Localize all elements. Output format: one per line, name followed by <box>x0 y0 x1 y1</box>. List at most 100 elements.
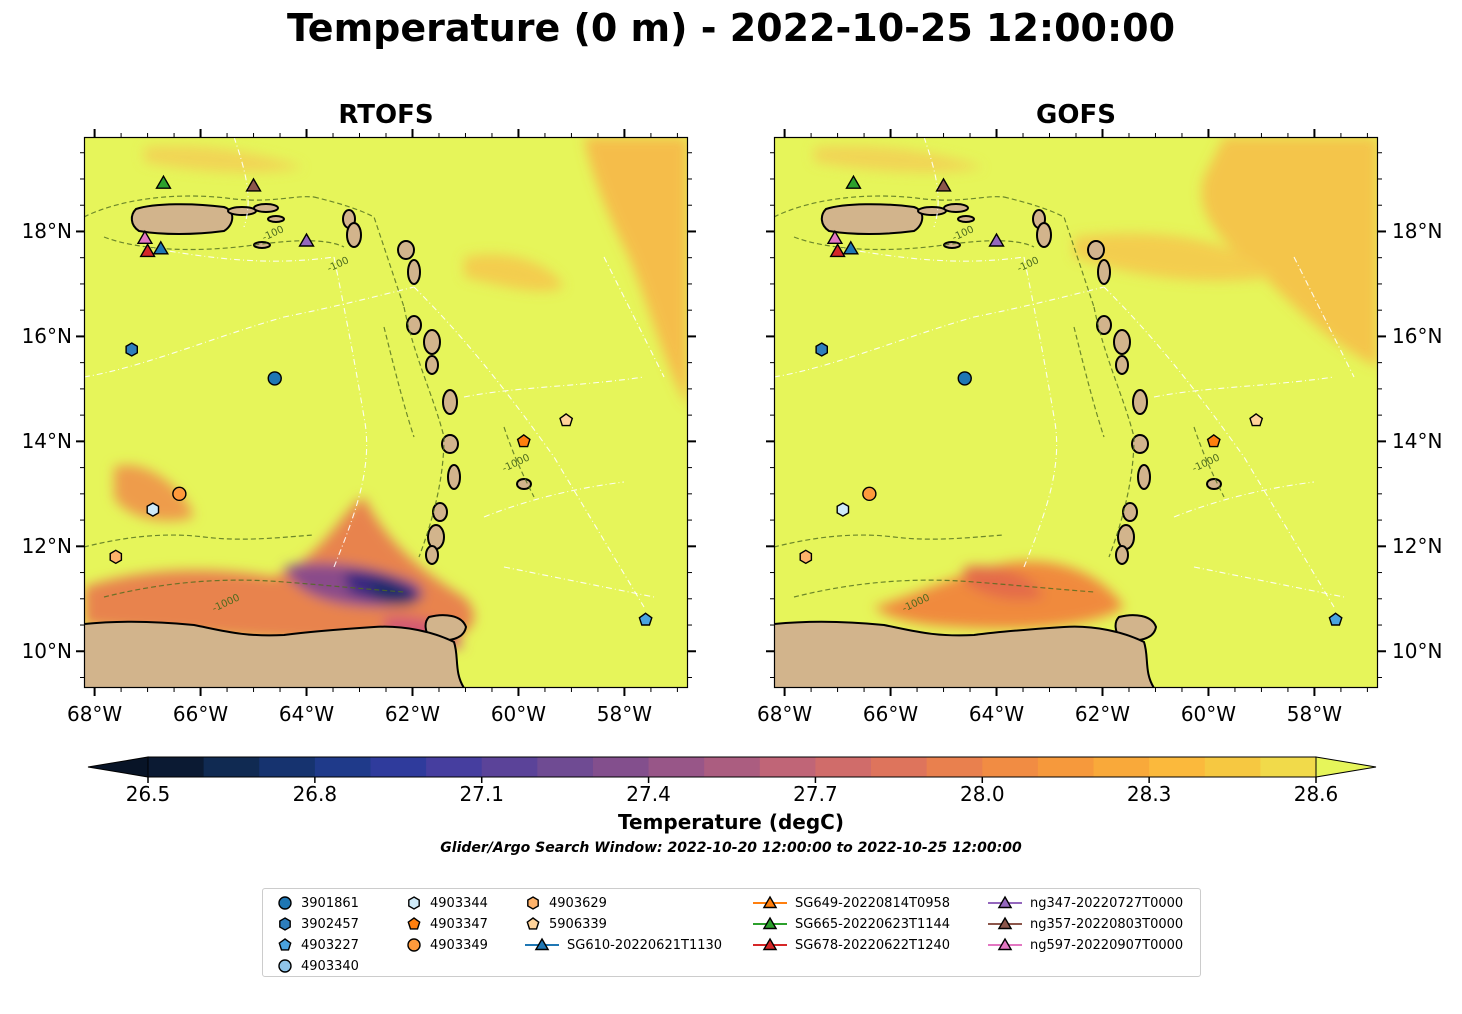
bathymetry-contour <box>383 326 415 438</box>
legend-label: ng357-20220803T0000 <box>1030 916 1184 932</box>
legend-symbol <box>997 895 1013 909</box>
marker-5906339 <box>1249 413 1264 427</box>
land-island <box>1115 355 1129 375</box>
marker-4903344 <box>836 502 850 517</box>
bathymetry-contour <box>774 195 1005 218</box>
land-island <box>423 329 441 355</box>
legend-marker-icon <box>753 916 787 930</box>
legend-label: ng597-20220907T0000 <box>1030 937 1184 953</box>
legend-item: 3901861 <box>277 893 359 913</box>
land-island <box>346 222 362 248</box>
land-island <box>516 478 532 490</box>
eez-boundary <box>833 246 1025 262</box>
land-island <box>441 434 459 454</box>
land-island <box>957 215 975 223</box>
legend-label: 4903340 <box>301 958 359 974</box>
colorbar-segment <box>1204 757 1261 777</box>
lat-tick-label-left: 16°N <box>21 324 72 349</box>
marker-SG665-20220623T1144 <box>155 174 172 189</box>
legend-symbol <box>762 895 778 909</box>
marker-SG610-20220621T1130 <box>152 240 170 255</box>
legend-symbol <box>997 916 1013 930</box>
colorbar-tick-label: 28.3 <box>1126 782 1172 806</box>
land-island <box>1206 478 1222 490</box>
marker-ng347-20220727T0000 <box>988 232 1005 247</box>
colorbar-segment <box>648 757 705 777</box>
legend-item: SG678-20220622T1240 <box>753 935 950 955</box>
colorbar-segment <box>203 757 260 777</box>
land-island <box>1087 240 1105 260</box>
legend-marker-icon <box>278 959 292 973</box>
legend-marker-icon <box>525 937 559 951</box>
marker-SG665-20220623T1144 <box>845 174 862 189</box>
bathymetry-contour <box>1073 326 1105 438</box>
legend-marker-icon <box>753 895 787 909</box>
colorbar-frame <box>147 756 1317 778</box>
map-panel-gofs: -100-100-1000-1000 <box>766 129 1386 696</box>
colorbar-segment <box>148 757 205 777</box>
land-island <box>227 206 257 216</box>
land-island <box>1122 502 1138 522</box>
colorbar-segment <box>592 757 650 777</box>
legend-marker-icon <box>278 938 292 951</box>
colorbar-segment <box>1260 757 1317 777</box>
lon-tick-label: 62°W <box>1074 702 1131 726</box>
lat-tick-label-right: 12°N <box>1392 534 1443 559</box>
marker-3902457 <box>815 342 828 357</box>
eez-boundary <box>413 286 645 608</box>
bathymetry-contour <box>103 236 345 251</box>
colorbar-tick-label: 27.7 <box>793 782 838 806</box>
legend-label: 5906339 <box>549 916 607 932</box>
colorbar-segment <box>871 757 928 777</box>
land-island <box>407 259 421 285</box>
legend-marker-icon <box>527 896 539 910</box>
land-island <box>943 203 969 213</box>
land-island <box>1096 315 1112 335</box>
marker-4903344 <box>146 502 160 517</box>
bathymetry-contour <box>793 579 1095 598</box>
eez-boundary <box>233 137 249 228</box>
panel-title-rtofs: RTOFS <box>338 100 434 130</box>
marker-4903347 <box>516 434 531 448</box>
colorbar-extend-high <box>1315 756 1377 778</box>
lat-tick-label-right: 16°N <box>1392 324 1443 349</box>
legend-symbol <box>278 959 292 973</box>
colorbar-segment <box>314 757 371 777</box>
land-island <box>442 389 458 415</box>
lat-tick-label-left: 18°N <box>21 219 72 244</box>
lon-tick-label: 64°W <box>968 702 1025 726</box>
colorbar-tick-label: 26.5 <box>125 782 171 806</box>
land-island <box>1131 434 1149 454</box>
legend-label: SG649-20220814T0958 <box>795 895 951 911</box>
legend-item: 4903349 <box>406 935 488 955</box>
legend-symbol <box>762 937 778 951</box>
marker-4903629 <box>109 549 123 565</box>
legend-marker-icon <box>753 937 787 951</box>
legend-label: SG678-20220622T1240 <box>795 937 951 953</box>
eez-boundary <box>923 137 939 228</box>
legend-symbol <box>997 937 1013 951</box>
legend-label: 4903349 <box>430 937 488 953</box>
colorbar-segment <box>481 757 538 777</box>
legend-item: ng347-20220727T0000 <box>988 893 1183 913</box>
lat-tick-label-left: 14°N <box>21 429 72 454</box>
legend-label: 4903227 <box>301 937 359 953</box>
land-puerto-rico <box>820 203 924 235</box>
bathymetry-contour <box>103 579 405 598</box>
figure-title: Temperature (0 m) - 2022-10-25 12:00:00 <box>286 6 1176 50</box>
land-island <box>253 203 279 213</box>
lon-tick-label: 58°W <box>1286 702 1343 726</box>
search-window-text: Glider/Argo Search Window: 2022-10-20 12… <box>440 840 1022 856</box>
land-puerto-rico <box>130 203 234 235</box>
eez-boundary <box>1153 376 1335 398</box>
marker-ng597-20220907T0000 <box>136 229 154 245</box>
eez-boundary <box>1103 286 1335 608</box>
bathymetry-contour <box>774 534 1005 548</box>
land-island <box>432 502 448 522</box>
legend-item: SG665-20220623T1144 <box>753 914 950 934</box>
colorbar-segment <box>704 757 761 777</box>
legend-symbol <box>279 917 291 931</box>
legend-symbol <box>407 938 421 952</box>
legend-marker-icon <box>526 917 540 930</box>
marker-ng597-20220907T0000 <box>826 229 844 245</box>
